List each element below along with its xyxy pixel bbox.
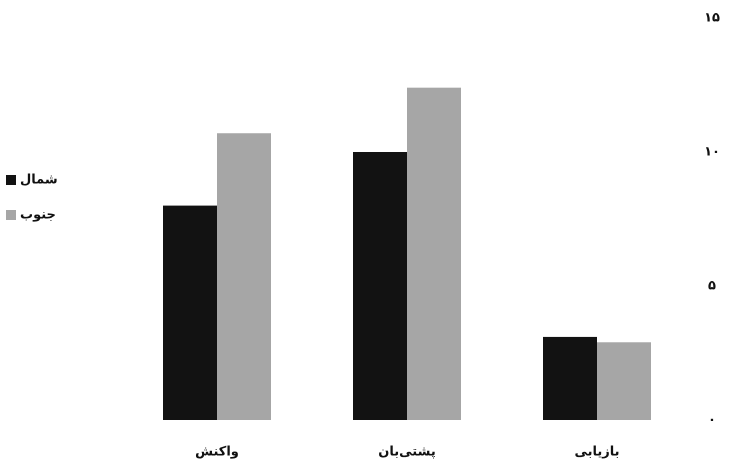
legend-swatch: [6, 175, 16, 185]
legend-swatch: [6, 210, 16, 220]
bar: [353, 152, 407, 420]
bar: [543, 336, 597, 420]
legend-label: شمال: [20, 173, 58, 188]
x-tick-label: بازیابی: [574, 445, 619, 460]
y-tick-label: ۰: [708, 413, 716, 428]
y-tick-label: ۱۵: [704, 11, 720, 26]
x-tick-label: واکنش: [195, 445, 239, 460]
x-tick-label: پشتی‌بان: [378, 445, 435, 460]
bar: [407, 87, 461, 421]
y-tick-label: ۱۰: [704, 145, 720, 160]
y-tick-label: ۵: [708, 279, 716, 294]
legend-label: جنوب: [20, 208, 56, 223]
bar: [597, 342, 651, 420]
bar: [217, 133, 271, 421]
bar: [163, 205, 217, 420]
